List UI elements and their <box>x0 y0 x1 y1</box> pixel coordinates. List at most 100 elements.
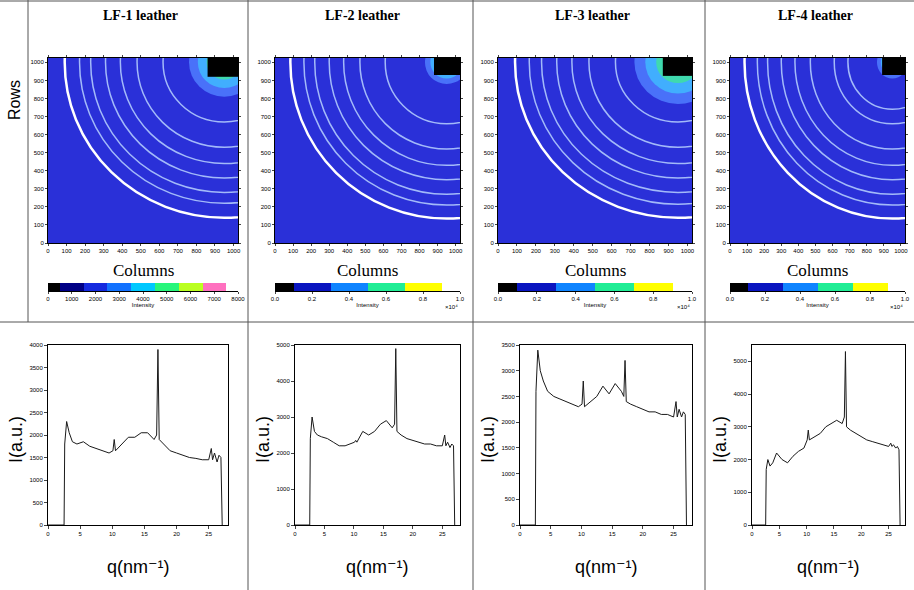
svg-text:100: 100 <box>34 222 45 228</box>
svg-text:20: 20 <box>410 531 417 537</box>
svg-text:4000: 4000 <box>733 391 747 397</box>
svg-text:600: 600 <box>607 248 618 254</box>
svg-text:1000: 1000 <box>65 296 79 302</box>
svg-text:900: 900 <box>716 78 727 84</box>
svg-text:0.0: 0.0 <box>271 296 280 302</box>
svg-text:100: 100 <box>716 222 727 228</box>
svg-text:3500: 3500 <box>501 342 515 348</box>
svg-text:700: 700 <box>626 248 637 254</box>
svg-text:500: 500 <box>588 248 599 254</box>
svg-text:1.0: 1.0 <box>901 296 910 302</box>
svg-text:300: 300 <box>324 248 335 254</box>
svg-text:25: 25 <box>670 531 677 537</box>
svg-text:0.0: 0.0 <box>726 296 735 302</box>
svg-text:500: 500 <box>261 150 272 156</box>
svg-text:20: 20 <box>173 531 180 537</box>
svg-text:4000: 4000 <box>29 342 43 348</box>
svg-text:0: 0 <box>39 522 43 528</box>
svg-text:900: 900 <box>433 248 444 254</box>
svg-text:400: 400 <box>484 168 495 174</box>
svg-text:700: 700 <box>845 248 856 254</box>
svg-text:700: 700 <box>34 114 45 120</box>
svg-text:3000: 3000 <box>29 387 43 393</box>
svg-text:0.8: 0.8 <box>649 296 658 302</box>
svg-text:800: 800 <box>716 96 727 102</box>
svg-text:500: 500 <box>810 248 821 254</box>
svg-text:500: 500 <box>34 150 45 156</box>
svg-text:500: 500 <box>136 248 147 254</box>
svg-text:3000: 3000 <box>501 368 515 374</box>
svg-text:0: 0 <box>518 531 522 537</box>
svg-text:0: 0 <box>750 531 754 537</box>
svg-text:15: 15 <box>141 531 148 537</box>
svg-text:q(nm⁻¹): q(nm⁻¹) <box>107 557 170 577</box>
svg-text:100: 100 <box>512 248 523 254</box>
svg-text:100: 100 <box>261 222 272 228</box>
svg-text:0: 0 <box>46 531 50 537</box>
svg-text:800: 800 <box>484 96 495 102</box>
svg-text:500: 500 <box>360 248 371 254</box>
svg-text:1000: 1000 <box>257 59 271 65</box>
svg-text:20: 20 <box>858 531 865 537</box>
svg-text:0: 0 <box>46 248 50 254</box>
svg-text:0.6: 0.6 <box>382 296 391 302</box>
svg-text:0: 0 <box>46 296 50 302</box>
svg-text:400: 400 <box>569 248 580 254</box>
svg-text:900: 900 <box>484 78 495 84</box>
svg-text:200: 200 <box>531 248 542 254</box>
svg-text:25: 25 <box>885 531 892 537</box>
svg-text:q(nm⁻¹): q(nm⁻¹) <box>346 557 409 577</box>
svg-text:I(a.u.): I(a.u.) <box>253 416 273 463</box>
svg-text:300: 300 <box>99 248 110 254</box>
svg-text:0.4: 0.4 <box>345 296 354 302</box>
svg-text:400: 400 <box>342 248 353 254</box>
svg-text:700: 700 <box>173 248 184 254</box>
svg-text:700: 700 <box>716 114 727 120</box>
svg-text:800: 800 <box>645 248 656 254</box>
svg-text:0.2: 0.2 <box>533 296 542 302</box>
svg-text:700: 700 <box>261 114 272 120</box>
svg-text:0.0: 0.0 <box>494 296 503 302</box>
svg-text:800: 800 <box>34 96 45 102</box>
svg-text:500: 500 <box>484 150 495 156</box>
svg-text:400: 400 <box>34 168 45 174</box>
svg-text:0.8: 0.8 <box>419 296 428 302</box>
svg-text:500: 500 <box>505 496 516 502</box>
svg-text:400: 400 <box>716 168 727 174</box>
svg-text:q(nm⁻¹): q(nm⁻¹) <box>797 557 860 577</box>
svg-text:5: 5 <box>323 531 327 537</box>
svg-text:0: 0 <box>743 522 747 528</box>
svg-text:700: 700 <box>484 114 495 120</box>
svg-text:600: 600 <box>484 132 495 138</box>
svg-text:Intensity: Intensity <box>584 302 606 308</box>
svg-text:1000: 1000 <box>227 248 241 254</box>
svg-text:300: 300 <box>776 248 787 254</box>
svg-text:0: 0 <box>267 240 271 246</box>
svg-text:400: 400 <box>793 248 804 254</box>
svg-text:0: 0 <box>40 240 44 246</box>
svg-text:0: 0 <box>293 531 297 537</box>
svg-text:Columns: Columns <box>787 261 848 280</box>
svg-text:400: 400 <box>261 168 272 174</box>
svg-text:3000: 3000 <box>276 414 290 420</box>
svg-text:1000: 1000 <box>733 489 747 495</box>
svg-text:1000: 1000 <box>712 59 726 65</box>
svg-text:5: 5 <box>78 531 82 537</box>
svg-text:5: 5 <box>778 531 782 537</box>
svg-text:I(a.u.): I(a.u.) <box>478 416 498 463</box>
svg-text:1000: 1000 <box>894 248 908 254</box>
svg-text:q(nm⁻¹): q(nm⁻¹) <box>575 557 638 577</box>
svg-text:900: 900 <box>879 248 890 254</box>
svg-text:1500: 1500 <box>501 445 515 451</box>
svg-text:I(a.u.): I(a.u.) <box>6 416 26 463</box>
svg-text:Intensity: Intensity <box>806 302 828 308</box>
svg-text:Columns: Columns <box>565 261 626 280</box>
svg-text:200: 200 <box>261 204 272 210</box>
svg-text:5000: 5000 <box>160 296 174 302</box>
svg-text:×10⁴: ×10⁴ <box>677 304 690 310</box>
svg-text:100: 100 <box>484 222 495 228</box>
svg-text:4000: 4000 <box>136 296 150 302</box>
svg-text:600: 600 <box>34 132 45 138</box>
svg-text:0.2: 0.2 <box>761 296 770 302</box>
svg-text:900: 900 <box>664 248 675 254</box>
